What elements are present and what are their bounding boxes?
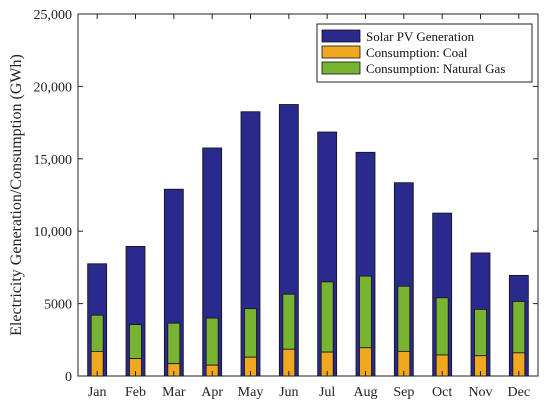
bar-gas-nov [474, 308, 487, 357]
legend-swatch [321, 61, 361, 75]
bar-gas-may [244, 308, 257, 358]
x-tick-label: Apr [201, 385, 223, 400]
bar-gas-sep [397, 285, 411, 352]
x-tick-label: Jul [319, 385, 335, 400]
bar-gas-oct [435, 297, 449, 356]
y-tick-label: 0 [65, 370, 72, 385]
x-tick-label: Jan [88, 385, 107, 400]
x-tick-label: May [238, 385, 264, 400]
bar-gas-jun [282, 293, 296, 350]
bar-gas-dec [512, 301, 526, 354]
plot-area: 0 5000 10,000 15,000 20,000 25,000 Jan Feb Mar A… [34, 8, 539, 400]
y-tick-label: 20,000 [34, 80, 73, 95]
y-tick-label: 25,000 [34, 8, 73, 23]
y-axis-title: Electricity Generation/Consumption (GWh) [8, 54, 25, 336]
x-tick-label: Aug [353, 385, 377, 400]
bar-gas-aug [359, 275, 372, 349]
bars-group [87, 104, 529, 377]
bar-gas-feb [129, 324, 142, 360]
bar-gas-jan [90, 314, 104, 352]
x-tick-label: Nov [468, 385, 492, 400]
y-tick-label: 10,000 [34, 225, 73, 240]
x-tick-label: Sep [393, 385, 414, 400]
x-tick-label: Feb [125, 385, 146, 400]
legend-swatch [321, 29, 361, 43]
bar-gas-apr [205, 317, 219, 366]
y-tick-label: 5000 [44, 298, 72, 313]
legend-label: Solar PV Generation [366, 29, 475, 44]
y-tick-label: 15,000 [34, 153, 73, 168]
legend-label: Consumption: Coal [366, 45, 468, 60]
plot-frame [77, 13, 539, 377]
bar-gas-mar [167, 322, 181, 365]
y-axis-ticks: 0 5000 10,000 15,000 20,000 25,000 [34, 8, 538, 385]
legend-label: Consumption: Natural Gas [366, 61, 505, 76]
x-axis-ticks: Jan Feb Mar Apr May Jun Jul Aug Sep Oct Nov Dec [88, 14, 530, 400]
x-tick-label: Oct [432, 385, 452, 400]
bar-gas-jul [320, 281, 334, 353]
x-tick-label: Mar [162, 385, 186, 400]
x-tick-label: Dec [508, 385, 531, 400]
x-tick-label: Jun [279, 385, 298, 400]
legend-swatch [321, 45, 361, 59]
